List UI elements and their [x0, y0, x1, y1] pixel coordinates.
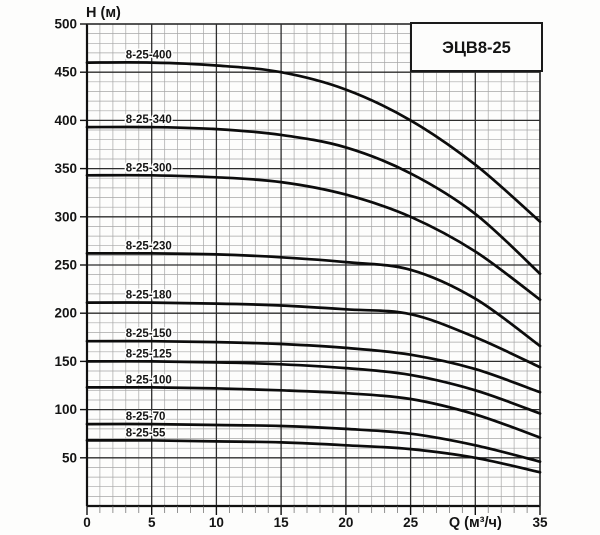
axis-labels: 50 100 150 200 250 300 350 400 450 500 0 5 10 15 20 25 3… — [54, 5, 548, 531]
y-tick-label: 200 — [54, 306, 77, 321]
axis-ticks — [80, 23, 541, 515]
pump-curve-8-25-70 — [85, 422, 542, 464]
curve-labels: 8-25-400 8-25-340 8-25-300 8-25-230 8-25-180… — [124, 48, 174, 441]
y-tick-label: 100 — [54, 402, 77, 417]
y-tick-label: 250 — [54, 258, 77, 273]
curve-label-8-25-300: 8-25-300 — [126, 162, 172, 174]
y-tick-label: 500 — [54, 17, 77, 32]
curve-label-8-25-230: 8-25-230 — [126, 240, 172, 252]
curve-label-8-25-55: 8-25-55 — [126, 427, 166, 439]
curve-label-8-25-150: 8-25-150 — [126, 328, 172, 340]
curve-label-8-25-100: 8-25-100 — [126, 374, 172, 386]
x-tick-label: 5 — [148, 515, 156, 530]
pump-curve-8-25-100 — [85, 386, 542, 439]
pump-curve-8-25-340 — [85, 125, 542, 276]
pump-curve-8-25-180 — [85, 301, 542, 369]
pump-curves — [85, 61, 542, 474]
x-axis-title: Q (м³/ч) — [449, 515, 502, 531]
curve-label-8-25-400: 8-25-400 — [126, 50, 172, 62]
y-tick-label: 300 — [54, 209, 77, 224]
y-axis-title: Н (м) — [86, 5, 121, 21]
pump-curve-8-25-125 — [85, 359, 542, 415]
curve-label-8-25-340: 8-25-340 — [126, 114, 172, 126]
y-tick-label: 450 — [54, 65, 77, 80]
x-tick-label: 20 — [338, 515, 353, 530]
x-tick-label: 0 — [83, 515, 91, 530]
chart-title: ЭЦВ8-25 — [442, 39, 511, 57]
pump-curve-8-25-400 — [85, 61, 542, 223]
y-tick-label: 350 — [54, 161, 77, 176]
pump-curve-8-25-230 — [85, 252, 542, 348]
pump-curve-8-25-55 — [85, 439, 542, 474]
y-tick-label: 400 — [54, 113, 77, 128]
x-tick-label: 25 — [403, 515, 419, 530]
curve-label-8-25-180: 8-25-180 — [126, 290, 172, 302]
x-tick-label: 15 — [274, 515, 290, 530]
title-box: ЭЦВ8-25 — [410, 22, 543, 72]
y-tick-label: 150 — [54, 354, 77, 369]
pump-curve-8-25-150 — [85, 339, 542, 394]
x-tick-label: 35 — [532, 515, 548, 530]
title-box-frame — [410, 22, 543, 72]
curve-label-8-25-70: 8-25-70 — [126, 411, 166, 423]
pump-curve-8-25-300 — [85, 173, 542, 302]
x-tick-label: 10 — [209, 515, 224, 530]
curve-label-8-25-125: 8-25-125 — [126, 348, 173, 360]
y-tick-label: 50 — [62, 450, 77, 465]
